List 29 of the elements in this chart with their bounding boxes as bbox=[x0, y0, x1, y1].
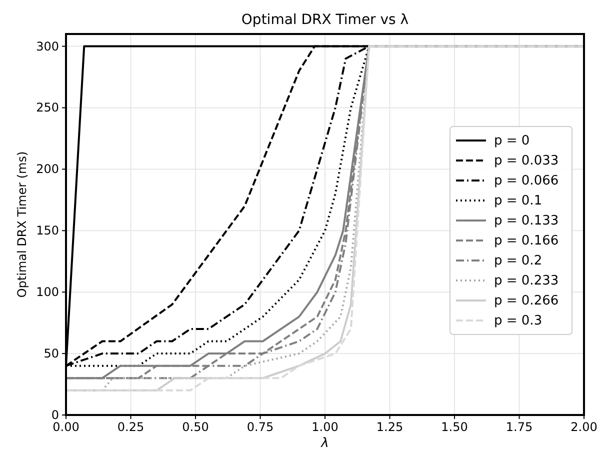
y-tick-label: 0 bbox=[51, 408, 59, 422]
y-tick-label: 250 bbox=[36, 100, 59, 115]
y-tick-label: 150 bbox=[36, 224, 59, 238]
x-tick-label: 0.50 bbox=[182, 420, 209, 434]
x-tick-label: 0.75 bbox=[246, 420, 274, 434]
x-tick-label: 0.25 bbox=[117, 420, 144, 434]
legend-label: p = 0.133 bbox=[494, 214, 559, 228]
x-tick-label: 0.00 bbox=[52, 420, 80, 434]
y-tick-label: 300 bbox=[36, 39, 59, 54]
y-tick-label: 50 bbox=[44, 346, 59, 361]
x-axis-title: λ bbox=[320, 436, 329, 451]
y-tick-label: 100 bbox=[36, 285, 59, 300]
legend-label: p = 0 bbox=[494, 134, 530, 148]
y-tick-label: 200 bbox=[36, 162, 59, 176]
x-tick-label: 1.75 bbox=[506, 420, 533, 434]
x-tick-label: 2.00 bbox=[570, 420, 598, 434]
legend-label: p = 0.233 bbox=[494, 274, 559, 288]
legend-label: p = 0.033 bbox=[494, 154, 559, 168]
legend-label: p = 0.266 bbox=[494, 294, 559, 308]
legend-label: p = 0.166 bbox=[494, 234, 559, 248]
x-tick-label: 1.00 bbox=[312, 420, 338, 434]
x-tick-label: 1.25 bbox=[376, 420, 404, 434]
x-tick-label: 1.50 bbox=[441, 420, 468, 434]
chart-title: Optimal DRX Timer vs λ bbox=[241, 12, 409, 28]
legend-label: p = 0.066 bbox=[494, 174, 559, 188]
legend-label: p = 0.1 bbox=[494, 194, 542, 208]
legend-label: p = 0.3 bbox=[494, 314, 542, 328]
y-axis-title: Optimal DRX Timer (ms) bbox=[15, 151, 29, 298]
legend-label: p = 0.2 bbox=[494, 254, 542, 268]
